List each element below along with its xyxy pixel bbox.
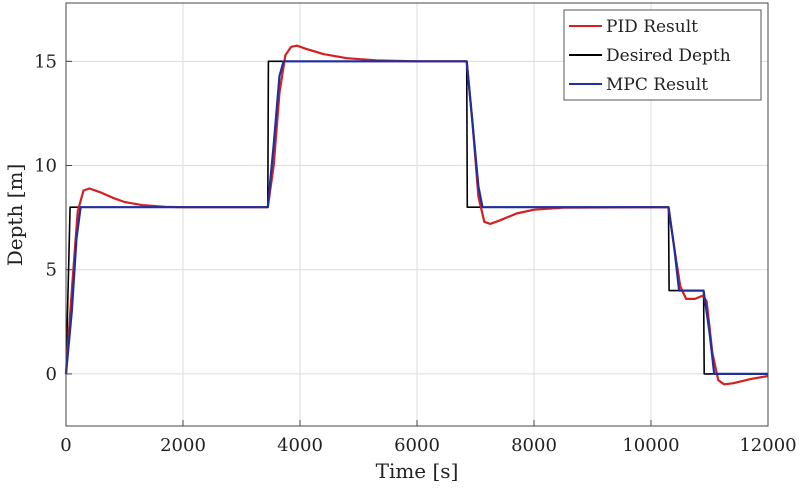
x-tick-label: 2000 [160,435,206,456]
series-line-mpc-result [64,60,768,375]
y-tick-label: 0 [46,364,57,385]
y-axis-label: Depth [m] [3,164,27,267]
x-tick-label: 6000 [394,435,440,456]
legend-label: PID Result [606,17,698,37]
y-tick-label: 5 [46,260,57,281]
x-tick-label: 10000 [622,435,679,456]
legend: PID Result Desired Depth MPC Result [563,9,762,101]
x-axis-label: Time [s] [376,459,459,483]
legend-label: MPC Result [606,75,708,95]
y-tick-label: 15 [34,51,57,72]
x-tick-label: 8000 [511,435,557,456]
x-tick-label: 0 [60,435,71,456]
series-lines [64,44,769,386]
legend-label: Desired Depth [606,46,731,66]
x-tick-label: 12000 [739,435,796,456]
plot-frame [65,2,769,427]
tick-labels: 0 2000 4000 6000 8000 10000 12000 0 5 10 15 [34,51,797,456]
y-tick-label: 10 [34,156,57,177]
x-tick-label: 4000 [277,435,323,456]
